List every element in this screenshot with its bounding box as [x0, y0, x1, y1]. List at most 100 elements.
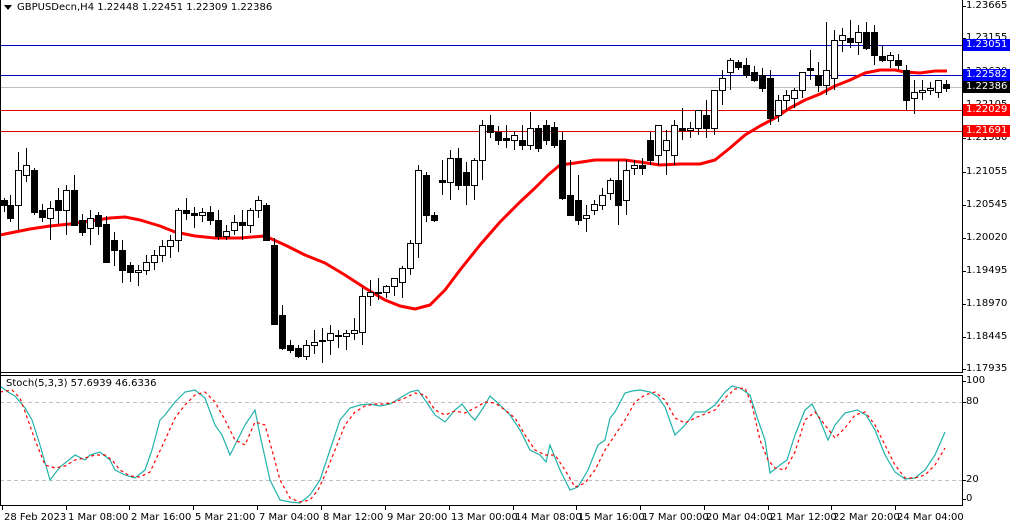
stoch-header: Stoch(5,3,3) 57.6939 46.6336: [6, 378, 157, 389]
candle: [95, 212, 102, 235]
candle: [551, 122, 558, 148]
candle: [463, 162, 470, 205]
candle: [599, 188, 606, 210]
chart-frame: [0, 0, 966, 510]
candle: [807, 50, 814, 80]
candle: [519, 125, 526, 150]
candle: [935, 80, 942, 98]
candle: [55, 188, 62, 224]
candle: [743, 58, 750, 78]
candle: [335, 330, 342, 348]
candle: [879, 45, 886, 62]
time-tick-label: 22 Mar 20:00: [833, 512, 900, 523]
candle: [791, 88, 798, 108]
candle: [287, 340, 294, 353]
candle: [151, 250, 158, 270]
candle: [575, 175, 582, 225]
price-tag-support-1: 1.22029: [963, 104, 1010, 116]
candle: [391, 278, 398, 296]
dropdown-triangle-icon[interactable]: [4, 4, 12, 10]
candle: [127, 262, 134, 282]
candle: [623, 160, 630, 215]
candle: [631, 160, 638, 175]
candle: [511, 131, 518, 150]
candle: [775, 95, 782, 122]
time-tick-label: 24 Mar 04:00: [897, 512, 964, 523]
candle: [847, 20, 854, 48]
candle: [191, 207, 198, 228]
candle: [799, 72, 806, 98]
candle: [87, 210, 94, 245]
candle: [543, 120, 550, 145]
price-tick-label: 1.18445: [966, 331, 1008, 342]
candle: [695, 110, 702, 135]
candle: [839, 28, 846, 52]
time-tick-label: 15 Mar 16:00: [578, 512, 645, 523]
candle: [711, 90, 718, 135]
candle: [159, 240, 166, 262]
candle: [103, 216, 110, 263]
candle: [207, 206, 214, 225]
symbol-header[interactable]: GBPUSDecn,H4 1.22448 1.22451 1.22309 1.2…: [4, 2, 272, 13]
candle: [175, 208, 182, 252]
candle: [359, 288, 366, 345]
time-tick-label: 1 Mar 08:00: [68, 512, 129, 523]
candle: [487, 115, 494, 138]
time-tick-label: 20 Mar 04:00: [706, 512, 773, 523]
candle: [279, 305, 286, 350]
price-tag-resistance-2: 1.23051: [963, 39, 1010, 51]
stoch-level-lines: [0, 402, 962, 481]
stoch-tick-label: 100: [966, 375, 986, 386]
candle: [303, 340, 310, 360]
candle: [615, 160, 622, 225]
candle: [639, 158, 646, 175]
candle: [727, 58, 734, 90]
time-tick-label: 28 Feb 2023: [4, 512, 67, 523]
candle: [423, 172, 430, 222]
stoch-k-line: [0, 385, 946, 504]
candle: [663, 130, 670, 175]
candle: [583, 205, 590, 232]
candle: [919, 80, 926, 100]
candle: [311, 330, 318, 354]
time-tick-label: 8 Mar 12:00: [323, 512, 384, 523]
time-tick-label: 7 Mar 04:00: [259, 512, 320, 523]
price-tick-label: 1.23665: [966, 0, 1008, 11]
price-tick-label: 1.21580: [966, 132, 1008, 143]
candle: [415, 165, 422, 258]
candle: [119, 240, 126, 283]
candle: [431, 212, 438, 222]
time-tick-label: 9 Mar 20:00: [387, 512, 448, 523]
candle: [143, 255, 150, 275]
candle: [759, 68, 766, 92]
candle: [399, 266, 406, 298]
stochastic-lines: [0, 385, 946, 504]
candle: [591, 200, 598, 215]
price-tag-bid: 1.22386: [963, 81, 1010, 93]
candle: [407, 240, 414, 275]
candle: [607, 178, 614, 200]
stoch-d-line: [0, 387, 946, 503]
stoch-tick-label: 0: [966, 493, 973, 504]
candle: [223, 225, 230, 240]
candle: [831, 30, 838, 90]
candle: [751, 66, 758, 82]
candle: [63, 185, 70, 235]
price-tag-resistance-1: 1.22582: [963, 69, 1010, 81]
candle: [447, 150, 454, 200]
candle: [135, 265, 142, 286]
candle: [351, 318, 358, 340]
price-tick-label: 1.17935: [966, 363, 1008, 374]
candle: [79, 214, 86, 236]
candle: [855, 25, 862, 55]
candle: [647, 132, 654, 165]
candle: [343, 330, 350, 350]
candle: [167, 235, 174, 258]
candle: [111, 232, 118, 266]
candle: [31, 168, 38, 215]
candle: [871, 25, 878, 65]
candle: [183, 198, 190, 220]
candle: [823, 22, 830, 95]
time-tick-label: 14 Mar 08:00: [515, 512, 582, 523]
